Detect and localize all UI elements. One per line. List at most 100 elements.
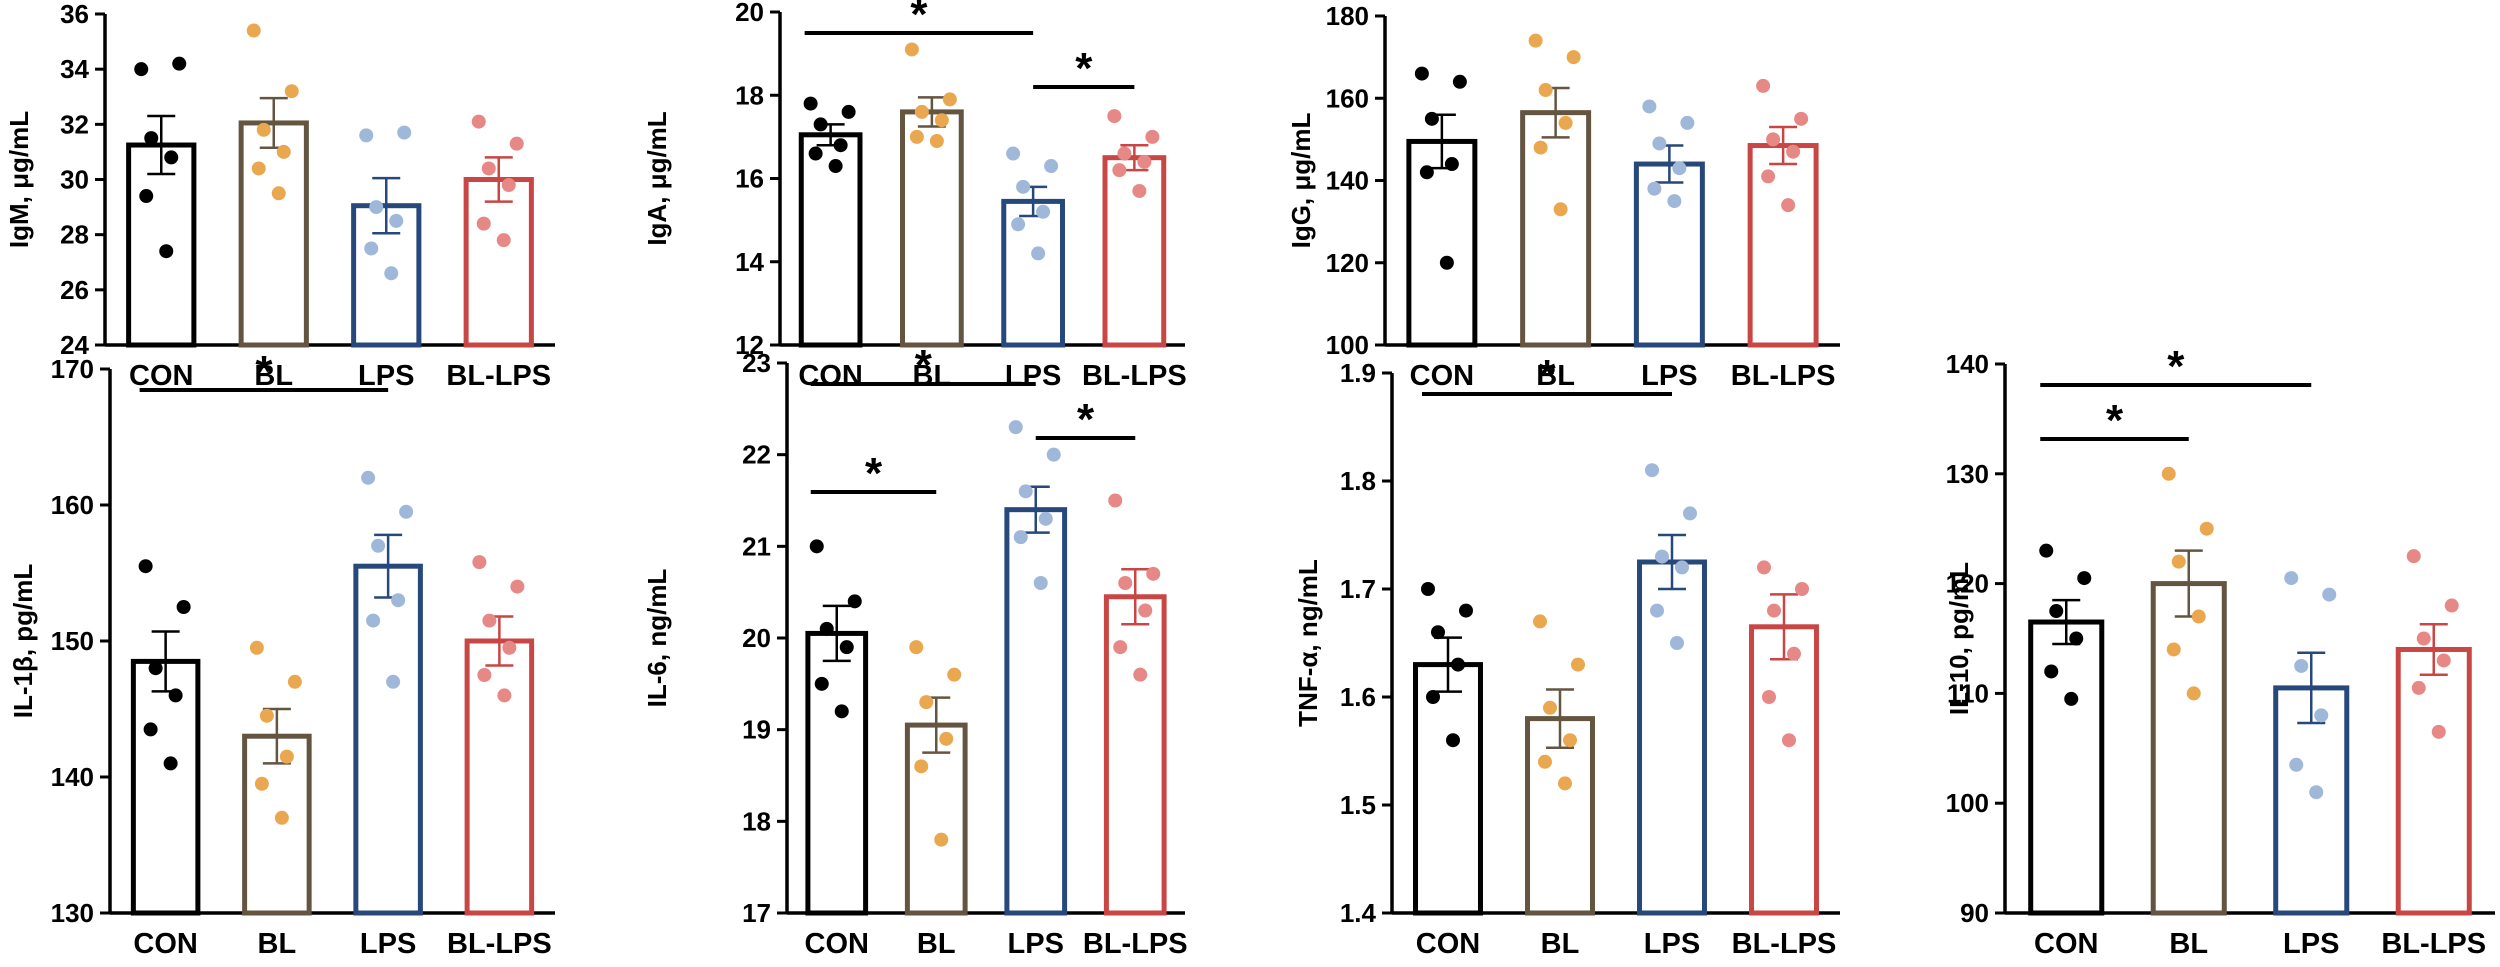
data-point bbox=[1031, 246, 1046, 261]
y-tick-label: 28 bbox=[60, 220, 89, 250]
category-label: BL-LPS bbox=[2381, 928, 2486, 960]
category-label: BL-LPS bbox=[1082, 360, 1187, 392]
data-point bbox=[249, 640, 264, 655]
data-point bbox=[134, 62, 149, 77]
category-label: LPS bbox=[1008, 928, 1064, 960]
data-point bbox=[1113, 640, 1128, 655]
data-point bbox=[2431, 724, 2446, 739]
bar-bl bbox=[1520, 110, 1592, 348]
data-point bbox=[1439, 255, 1454, 270]
data-point bbox=[847, 594, 862, 609]
data-point bbox=[1757, 560, 1771, 575]
data-point bbox=[1571, 657, 1585, 672]
category-label: BL-LPS bbox=[1731, 360, 1836, 392]
data-point bbox=[1781, 198, 1796, 213]
category-label: LPS bbox=[1644, 928, 1700, 960]
data-point bbox=[139, 189, 154, 204]
y-tick-label: 140 bbox=[51, 762, 94, 792]
y-tick-label: 26 bbox=[60, 275, 89, 305]
data-point bbox=[2314, 708, 2329, 723]
data-point bbox=[143, 722, 158, 737]
data-point bbox=[1044, 159, 1059, 174]
category-label: BL bbox=[2169, 928, 2208, 960]
y-tick-label: 170 bbox=[51, 354, 94, 384]
data-point bbox=[1642, 99, 1657, 114]
data-point bbox=[2064, 691, 2079, 706]
chart-panel-4: 130 140 150 160 170 IL-1β, pg/mL CON BL LPS BL-LP… bbox=[8, 347, 555, 960]
bar-bl bbox=[242, 733, 312, 916]
category-label: LPS bbox=[2283, 928, 2339, 960]
data-point bbox=[1006, 146, 1021, 161]
data-point bbox=[909, 640, 924, 655]
y-tick-label: 20 bbox=[735, 0, 764, 27]
data-point bbox=[1137, 154, 1152, 169]
y-tick-label: 34 bbox=[60, 54, 89, 84]
data-point bbox=[2191, 609, 2206, 624]
bar-con bbox=[1406, 138, 1478, 348]
category-label: BL bbox=[913, 360, 952, 392]
category-label: CON bbox=[798, 360, 862, 392]
data-point bbox=[1538, 754, 1552, 769]
data-point bbox=[2044, 664, 2059, 679]
data-point bbox=[496, 233, 511, 248]
y-tick-label: 1.8 bbox=[1340, 466, 1376, 496]
y-tick-label: 130 bbox=[51, 898, 94, 928]
bar-con bbox=[2028, 619, 2105, 916]
bar-con bbox=[1413, 662, 1483, 916]
y-tick-label: 36 bbox=[60, 0, 89, 29]
data-point bbox=[502, 640, 517, 655]
data-point bbox=[1008, 420, 1023, 435]
data-point bbox=[477, 668, 492, 682]
data-point bbox=[929, 134, 944, 149]
data-point bbox=[2161, 466, 2176, 481]
y-tick-label: 1.9 bbox=[1340, 358, 1376, 388]
category-label: CON bbox=[805, 928, 869, 960]
data-point bbox=[1647, 181, 1662, 196]
data-point bbox=[276, 144, 291, 159]
data-point bbox=[391, 593, 406, 608]
data-point bbox=[1132, 183, 1147, 198]
data-point bbox=[1112, 163, 1127, 178]
bar-con bbox=[126, 142, 197, 348]
data-point bbox=[481, 161, 496, 176]
y-tick-label: 14 bbox=[735, 247, 764, 277]
data-point bbox=[138, 559, 153, 574]
y-tick-label: 1.5 bbox=[1340, 790, 1376, 820]
data-point bbox=[1013, 530, 1028, 545]
data-point bbox=[284, 84, 299, 99]
data-point bbox=[1145, 129, 1160, 144]
data-point bbox=[1107, 109, 1122, 124]
data-point bbox=[176, 600, 191, 614]
y-axis-label: IL-6, ng/mL bbox=[642, 569, 672, 708]
data-point bbox=[1756, 78, 1771, 93]
bar-bl-lps bbox=[464, 638, 535, 916]
data-point bbox=[144, 131, 159, 146]
y-tick-label: 21 bbox=[742, 531, 771, 561]
data-point bbox=[934, 832, 949, 847]
data-point bbox=[1538, 83, 1553, 98]
y-tick-label: 20 bbox=[742, 623, 771, 653]
chart-panel-6: 1.4 1.5 1.6 1.7 1.8 1.9 TNF-α, ng/mL CON BL LPS BL… bbox=[1293, 351, 1840, 960]
significance-star: * bbox=[910, 0, 928, 39]
y-tick-label: 19 bbox=[742, 715, 771, 745]
data-point bbox=[510, 579, 525, 594]
data-point bbox=[386, 674, 401, 689]
data-point bbox=[1459, 603, 1473, 618]
data-point bbox=[934, 113, 949, 128]
data-point bbox=[254, 776, 269, 791]
data-point bbox=[271, 186, 286, 201]
data-point bbox=[397, 125, 412, 140]
data-point bbox=[2199, 521, 2214, 536]
data-point bbox=[2171, 554, 2186, 569]
data-point bbox=[2289, 757, 2304, 772]
bar-lps bbox=[1637, 559, 1707, 916]
data-point bbox=[919, 695, 934, 710]
data-point bbox=[1528, 33, 1543, 48]
data-point bbox=[1767, 603, 1781, 618]
data-point bbox=[1672, 161, 1687, 176]
data-point bbox=[814, 676, 829, 691]
chart-panel-7: 90 100 110 120 130 140 IL-10, pg/mL CON BL LPS BL-… bbox=[1944, 342, 2495, 960]
y-axis-label: TNF-α, ng/mL bbox=[1293, 559, 1323, 727]
y-tick-label: 90 bbox=[1960, 898, 1989, 928]
category-label: BL bbox=[917, 928, 956, 960]
